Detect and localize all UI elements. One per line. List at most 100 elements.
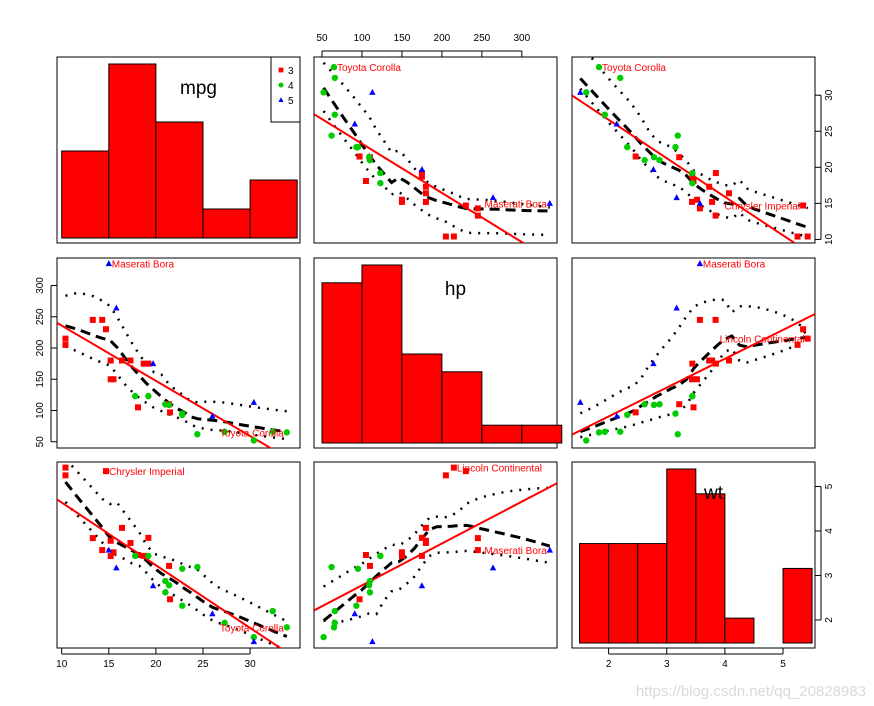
data-point (442, 472, 449, 479)
histogram-bar-hp (481, 424, 523, 444)
data-point (107, 553, 114, 560)
data-point (377, 179, 384, 187)
data-point (650, 360, 657, 367)
regression-line (57, 498, 283, 648)
data-point (269, 607, 276, 615)
data-point (118, 524, 125, 531)
histogram-bar-hp (361, 264, 403, 444)
data-point (62, 341, 69, 348)
scatter-panel-mpg-vs-hp: Toyota Corolla Maserati Bora (314, 61, 554, 243)
tick-label-hp: 100 (354, 33, 371, 44)
histogram-bar-wt (579, 543, 610, 644)
data-point (135, 404, 141, 411)
data-point (696, 199, 704, 206)
panel-frame-wt-wt (571, 461, 816, 649)
data-point (696, 260, 704, 267)
data-point (689, 360, 696, 367)
data-point (418, 170, 425, 177)
data-point (62, 335, 69, 342)
data-point (166, 562, 173, 569)
tick-label-hp-left: 150 (35, 370, 46, 387)
panel-content: Lincoln Continental Maserati Bora (314, 464, 557, 645)
point-label: Maserati Bora (485, 199, 548, 210)
scatter-panel-hp-vs-wt: Maserati Bora Lincoln Continental (572, 260, 815, 444)
tick-label-hp: 250 (474, 33, 491, 44)
loess-smooth-line (64, 481, 288, 638)
data-point (693, 376, 700, 383)
data-point (89, 316, 96, 323)
spread-upper-line (65, 291, 287, 413)
point-label: Lincoln Continental (457, 464, 542, 475)
data-point (422, 190, 429, 197)
data-point (712, 360, 719, 367)
data-point (365, 582, 373, 589)
data-point (179, 565, 186, 572)
data-point (418, 165, 426, 172)
tick-label-wt: 4 (722, 659, 728, 670)
data-point (369, 638, 376, 645)
data-point (804, 233, 811, 240)
tick-label-mpg: 25 (197, 659, 209, 670)
data-point (577, 88, 584, 95)
data-point (250, 638, 258, 645)
histogram-bar-hp (401, 353, 443, 444)
data-point (209, 610, 216, 617)
data-point (167, 409, 174, 416)
data-point (328, 132, 335, 139)
data-point (351, 120, 358, 127)
data-point (165, 582, 173, 589)
data-point (140, 552, 147, 559)
data-point (673, 304, 680, 311)
data-point (149, 360, 157, 367)
data-point (328, 563, 335, 571)
data-point (331, 74, 338, 82)
data-point (113, 304, 120, 311)
data-point (450, 464, 457, 471)
data-point (145, 392, 152, 400)
data-point (118, 357, 125, 364)
data-point (656, 156, 663, 164)
regression-line (57, 322, 273, 448)
spread-upper-line (322, 486, 550, 588)
data-point (422, 183, 429, 190)
data-point (107, 376, 114, 383)
diagonal-label-hp: hp (445, 279, 466, 300)
tick-label-mpg-right: 15 (824, 197, 835, 209)
histogram-bar-wt (695, 493, 726, 644)
loess-smooth-line (322, 523, 551, 622)
data-point (145, 534, 152, 541)
data-point (330, 63, 338, 71)
legend-label-5: 5 (288, 96, 294, 107)
data-point (709, 198, 716, 205)
data-point (617, 428, 624, 435)
data-point (250, 437, 258, 444)
data-point (145, 360, 152, 367)
legend-marker-5 (278, 97, 284, 102)
data-point (179, 602, 186, 609)
spread-upper-line (66, 462, 288, 623)
point-label: Toyota Corolla (602, 63, 666, 74)
data-point (105, 546, 113, 553)
data-point (595, 429, 603, 436)
spread-upper-line (322, 61, 550, 209)
data-point (689, 173, 696, 180)
data-point (140, 360, 147, 367)
data-point (362, 178, 369, 184)
data-point (725, 357, 732, 364)
panel-frame-mpg-mpg (56, 56, 301, 244)
data-point (107, 537, 114, 544)
data-point (794, 233, 801, 240)
tick-label-mpg-right: 20 (824, 161, 835, 173)
data-point (179, 410, 186, 417)
legend-marker-4 (278, 82, 284, 88)
scatter-panel-mpg-vs-wt: Toyota Corolla Chrysler Imperial (572, 57, 811, 243)
point-label: Maserati Bora (485, 546, 548, 557)
data-point (102, 468, 109, 475)
data-point (800, 202, 807, 209)
data-point (474, 535, 481, 542)
regression-line (572, 313, 815, 436)
data-point (398, 198, 405, 205)
data-point (377, 552, 384, 560)
data-point (712, 316, 719, 323)
data-point (577, 398, 584, 405)
